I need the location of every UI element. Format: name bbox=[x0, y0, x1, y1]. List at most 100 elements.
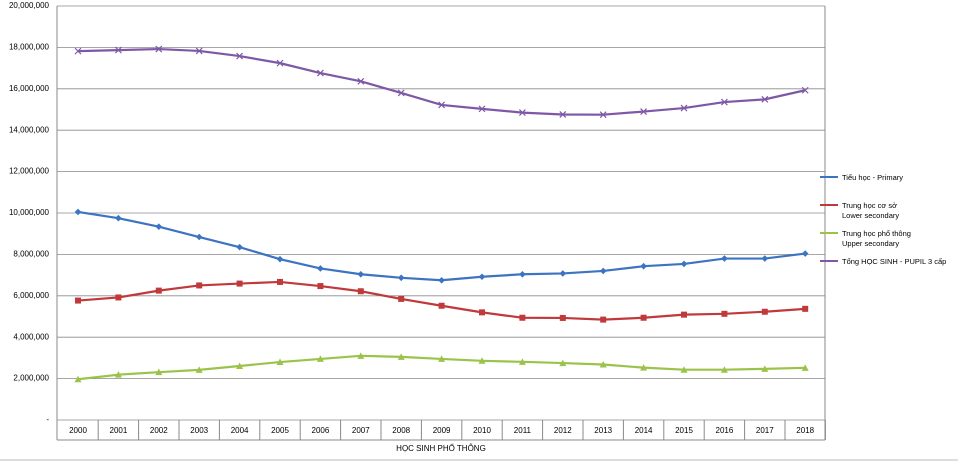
marker bbox=[761, 95, 769, 103]
x-tick-label: 2008 bbox=[392, 426, 410, 435]
marker bbox=[559, 359, 567, 367]
marker bbox=[681, 311, 687, 318]
marker bbox=[276, 59, 284, 67]
marker bbox=[478, 273, 486, 281]
marker bbox=[761, 308, 768, 315]
marker bbox=[236, 243, 243, 251]
marker bbox=[721, 310, 728, 317]
marker bbox=[196, 282, 203, 289]
marker bbox=[519, 314, 526, 321]
marker bbox=[640, 364, 648, 371]
legend-entry: Tiểu học - Primary bbox=[818, 170, 958, 198]
marker bbox=[114, 371, 122, 378]
marker bbox=[316, 69, 324, 77]
legend-entry: Trung học cơ sở Lower secondary bbox=[818, 198, 958, 226]
x-tick-label: 2000 bbox=[69, 426, 87, 435]
x-tick-label: 2018 bbox=[796, 426, 814, 435]
marker bbox=[479, 309, 485, 316]
x-tick-label: 2014 bbox=[635, 426, 653, 435]
marker bbox=[74, 47, 82, 55]
marker bbox=[721, 255, 728, 262]
x-tick-label: 2007 bbox=[352, 426, 370, 435]
y-tick-label: 14,000,000 bbox=[9, 125, 50, 134]
marker bbox=[518, 358, 526, 365]
marker bbox=[155, 287, 162, 294]
marker bbox=[519, 270, 526, 278]
x-tick-label: 2006 bbox=[312, 426, 330, 435]
legend-swatch bbox=[820, 260, 838, 262]
marker bbox=[195, 47, 203, 55]
marker bbox=[599, 267, 607, 275]
y-tick-label: 6,000,000 bbox=[13, 291, 49, 300]
marker bbox=[114, 46, 122, 54]
marker bbox=[75, 297, 81, 304]
y-tick-label: 16,000,000 bbox=[9, 84, 50, 93]
legend-label: Trung học cơ sở Lower secondary bbox=[842, 201, 900, 220]
marker bbox=[357, 352, 365, 359]
marker bbox=[720, 366, 728, 373]
marker bbox=[195, 366, 203, 373]
x-tick-label: 2003 bbox=[190, 426, 208, 435]
marker bbox=[559, 111, 567, 118]
marker bbox=[438, 101, 446, 109]
marker bbox=[155, 368, 163, 376]
marker bbox=[74, 375, 82, 383]
legend-swatch bbox=[820, 176, 838, 178]
x-tick-label: 2005 bbox=[271, 426, 289, 435]
marker bbox=[680, 104, 688, 112]
marker bbox=[640, 108, 648, 115]
series-line bbox=[77, 280, 806, 321]
x-tick-label: 2015 bbox=[675, 426, 693, 435]
x-tick-label: 2004 bbox=[231, 426, 249, 435]
marker bbox=[357, 270, 365, 278]
marker bbox=[438, 276, 445, 284]
marker bbox=[397, 353, 405, 360]
marker bbox=[195, 233, 203, 241]
marker bbox=[74, 208, 82, 216]
marker bbox=[236, 280, 243, 287]
marker bbox=[559, 270, 567, 277]
legend-label: Trung học phổ thông Upper secondary bbox=[842, 229, 911, 248]
marker bbox=[680, 366, 688, 373]
marker bbox=[802, 305, 809, 312]
marker bbox=[438, 355, 446, 362]
legend-swatch bbox=[820, 204, 838, 206]
marker bbox=[357, 77, 365, 85]
marker bbox=[478, 105, 486, 113]
marker bbox=[277, 278, 283, 285]
marker bbox=[680, 260, 688, 268]
marker bbox=[155, 223, 163, 230]
marker bbox=[397, 274, 405, 282]
x-tick-label: 2010 bbox=[473, 426, 491, 435]
marker bbox=[316, 355, 324, 362]
y-tick-label: 20,000,000 bbox=[9, 1, 50, 10]
marker bbox=[720, 98, 728, 106]
y-tick-label: 18,000,000 bbox=[9, 43, 50, 52]
marker bbox=[640, 314, 647, 321]
marker bbox=[115, 214, 122, 222]
marker bbox=[801, 250, 809, 257]
legend-entry: Trung học phổ thông Upper secondary bbox=[818, 226, 958, 254]
marker bbox=[357, 288, 364, 295]
marker bbox=[276, 358, 284, 366]
legend: Tiểu học - Primary Trung học cơ sở Lower … bbox=[818, 170, 958, 282]
x-tick-label: 2009 bbox=[433, 426, 451, 435]
marker bbox=[398, 295, 405, 302]
legend-swatch bbox=[820, 232, 838, 234]
legend-label: Tiểu học - Primary bbox=[842, 173, 903, 182]
y-tick-label: 12,000,000 bbox=[9, 167, 50, 176]
marker bbox=[599, 361, 607, 368]
x-tick-label: 2013 bbox=[594, 426, 612, 435]
y-tick-label: 4,000,000 bbox=[13, 332, 49, 341]
series-line bbox=[77, 210, 806, 282]
x-tick-label: 2001 bbox=[110, 426, 128, 435]
marker bbox=[397, 89, 405, 97]
x-tick-label: 2016 bbox=[716, 426, 734, 435]
legend-label: Tổng HỌC SINH - PUPIL 3 cấp bbox=[842, 257, 947, 266]
x-tick-label: 2017 bbox=[756, 426, 774, 435]
y-tick-label: 2,000,000 bbox=[13, 374, 49, 383]
marker bbox=[761, 255, 769, 262]
marker bbox=[317, 265, 324, 272]
x-tick-label: 2012 bbox=[554, 426, 572, 435]
